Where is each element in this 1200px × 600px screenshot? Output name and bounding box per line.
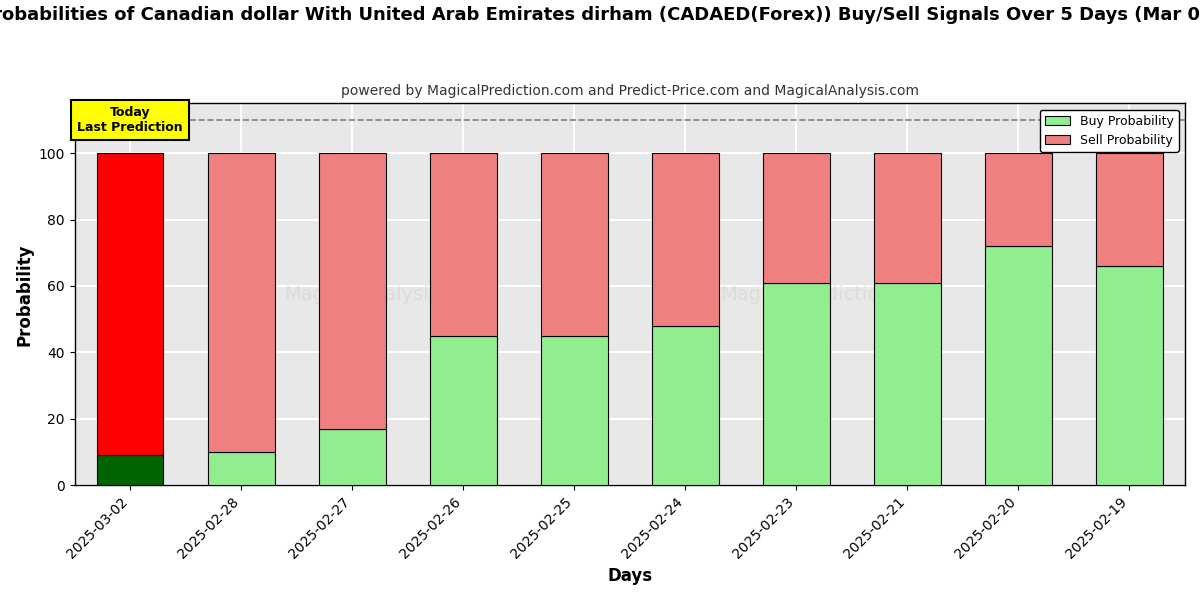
Text: Probabilities of Canadian dollar With United Arab Emirates dirham (CADAED(Forex): Probabilities of Canadian dollar With Un… <box>0 6 1200 24</box>
Bar <box>208 153 275 452</box>
Bar <box>763 153 829 283</box>
Bar <box>97 153 163 455</box>
X-axis label: Days: Days <box>607 567 653 585</box>
Bar <box>1096 266 1163 485</box>
Text: MagicalAnalysis.com: MagicalAnalysis.com <box>284 285 487 304</box>
Bar <box>541 153 607 336</box>
Title: powered by MagicalPrediction.com and Predict-Price.com and MagicalAnalysis.com: powered by MagicalPrediction.com and Pre… <box>341 84 919 98</box>
Bar <box>985 246 1051 485</box>
Bar <box>1096 153 1163 266</box>
Text: MagicalPrediction.com: MagicalPrediction.com <box>720 285 940 304</box>
Bar <box>541 336 607 485</box>
Bar <box>652 153 719 326</box>
Legend: Buy Probability, Sell Probability: Buy Probability, Sell Probability <box>1040 110 1178 152</box>
Bar <box>874 153 941 283</box>
Text: Today
Last Prediction: Today Last Prediction <box>77 106 182 134</box>
Bar <box>319 429 385 485</box>
Bar <box>208 452 275 485</box>
Y-axis label: Probability: Probability <box>16 243 34 346</box>
Bar <box>319 153 385 429</box>
Bar <box>430 336 497 485</box>
Bar <box>652 326 719 485</box>
Bar <box>97 455 163 485</box>
Bar <box>430 153 497 336</box>
Bar <box>763 283 829 485</box>
Bar <box>874 283 941 485</box>
Bar <box>985 153 1051 246</box>
